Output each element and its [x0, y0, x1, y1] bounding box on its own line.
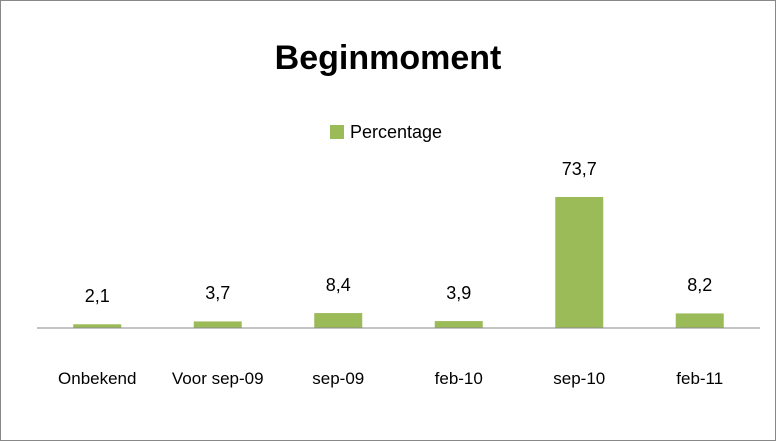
- legend-swatch: [330, 125, 344, 139]
- x-tick-label: sep-10: [553, 369, 606, 388]
- bar: [193, 321, 242, 328]
- x-tick-label: Voor sep-09: [171, 369, 264, 388]
- data-label: 3,9: [446, 283, 471, 303]
- data-label: 8,4: [326, 275, 351, 295]
- bar: [434, 321, 483, 328]
- data-label: 3,7: [205, 283, 230, 303]
- bar: [555, 197, 604, 328]
- chart-title: Beginmoment: [275, 39, 502, 77]
- bar: [314, 313, 363, 328]
- legend-label: Percentage: [350, 122, 442, 142]
- bar: [73, 324, 122, 328]
- bar: [675, 313, 724, 328]
- x-tick-label: feb-11: [676, 369, 724, 388]
- x-tick-label: Onbekend: [58, 369, 137, 388]
- data-label: 2,1: [85, 286, 110, 306]
- data-label: 8,2: [687, 275, 712, 295]
- x-tick-label: feb-10: [434, 369, 483, 388]
- data-label: 73,7: [562, 159, 597, 179]
- x-tick-label: sep-09: [312, 369, 365, 388]
